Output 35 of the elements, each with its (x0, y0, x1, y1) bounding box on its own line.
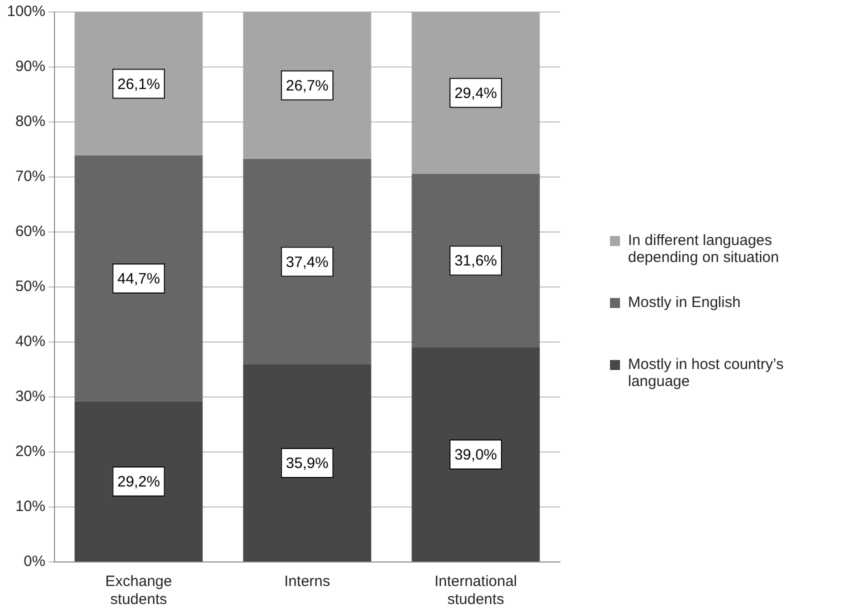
x-tick-label: Interns (284, 573, 330, 590)
data-label: 31,6% (454, 252, 497, 270)
y-tick-label: 100% (6, 3, 46, 20)
data-label: 44,7% (117, 270, 160, 288)
legend-label: Mostly in English (628, 294, 741, 311)
y-tick-label: 0% (24, 553, 46, 570)
bar (412, 174, 540, 348)
y-tick-label: 50% (15, 278, 46, 296)
y-tick-label: 10% (15, 498, 46, 516)
data-label: 37,4% (286, 254, 328, 271)
bar (74, 156, 203, 402)
data-label: 35,9% (286, 455, 328, 472)
bar (243, 12, 372, 159)
data-label: 26,7% (286, 78, 328, 95)
y-tick-label: 20% (15, 443, 46, 460)
data-label: 39,0% (454, 446, 497, 464)
legend-label: Mostly in host country’s language (628, 356, 785, 390)
y-tick-label: 60% (15, 223, 46, 240)
bar (74, 12, 203, 156)
y-tick-label: 30% (15, 388, 46, 406)
y-tick-label: 70% (15, 168, 46, 186)
x-tick-label: Exchange students (105, 573, 172, 608)
bar (412, 12, 540, 174)
bar (74, 401, 203, 562)
y-tick-label: 40% (15, 333, 46, 350)
legend-label: In different languages depending on situation (628, 232, 780, 266)
bar (243, 364, 372, 562)
y-tick-label: 90% (15, 58, 46, 76)
bar (243, 158, 372, 365)
data-label: 29,4% (454, 84, 497, 102)
data-label: 29,2% (117, 474, 160, 491)
bar (412, 348, 540, 562)
x-tick-label: International students (434, 573, 518, 608)
data-label: 26,1% (117, 76, 160, 93)
y-tick-label: 80% (15, 113, 46, 130)
